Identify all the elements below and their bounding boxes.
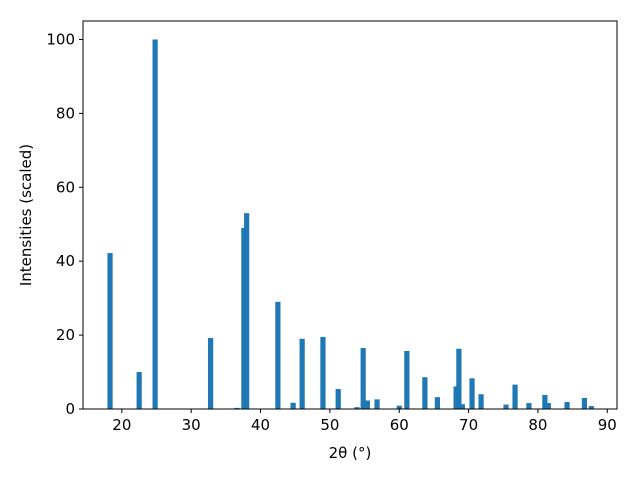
bar	[512, 384, 518, 409]
bar	[564, 401, 570, 409]
bar	[478, 394, 484, 409]
bar	[354, 407, 360, 409]
bar	[360, 348, 366, 409]
y-tick-label: 0	[65, 400, 75, 418]
bar	[364, 400, 370, 409]
bar	[107, 253, 113, 409]
bar	[320, 336, 326, 409]
x-tick-label: 90	[598, 416, 617, 434]
y-tick-label: 60	[56, 178, 75, 196]
bar	[434, 397, 440, 409]
x-tick-label: 50	[320, 416, 339, 434]
bar	[459, 404, 465, 409]
bar	[545, 403, 551, 409]
plot-frame	[82, 20, 618, 410]
x-tick-label: 30	[182, 416, 201, 434]
y-axis-label: Intensities (scaled)	[17, 144, 35, 286]
x-tick-label: 20	[112, 416, 131, 434]
bar	[299, 338, 305, 409]
bar	[396, 405, 402, 409]
y-tick-label: 100	[46, 30, 75, 48]
bar	[208, 338, 214, 409]
bar	[581, 397, 588, 409]
x-tick-label: 70	[459, 416, 478, 434]
y-tick-label: 20	[56, 326, 75, 344]
y-tick-label: 80	[56, 104, 75, 122]
bar	[275, 301, 281, 409]
bar	[234, 407, 240, 409]
x-tick-label: 80	[528, 416, 547, 434]
y-tick-label: 40	[56, 252, 75, 270]
bar	[136, 372, 142, 409]
bar	[290, 402, 296, 409]
bar	[241, 227, 247, 409]
bar	[456, 348, 462, 409]
bar	[503, 404, 509, 409]
x-tick-label: 40	[251, 416, 270, 434]
bar	[588, 406, 594, 409]
bar	[469, 378, 475, 409]
bar	[542, 394, 548, 409]
bar	[244, 213, 250, 409]
bar	[335, 389, 341, 409]
bar	[526, 403, 532, 409]
x-tick-label: 60	[390, 416, 409, 434]
bar	[404, 350, 410, 409]
bar	[152, 39, 158, 409]
bar	[374, 399, 380, 409]
bar	[422, 377, 428, 409]
bar	[453, 386, 459, 409]
x-axis-label: 2θ (°)	[329, 444, 372, 462]
